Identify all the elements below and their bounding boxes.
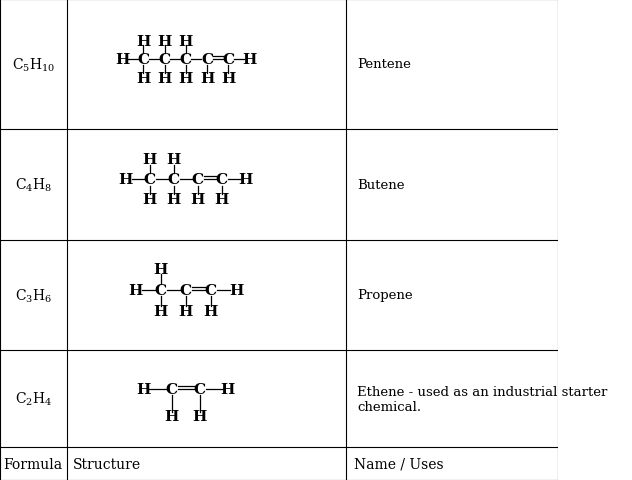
Text: H: H bbox=[204, 304, 218, 319]
Text: H: H bbox=[157, 72, 172, 85]
Text: C: C bbox=[201, 53, 213, 67]
Text: H: H bbox=[128, 283, 143, 298]
Text: Formula: Formula bbox=[3, 456, 62, 471]
Text: H: H bbox=[137, 382, 151, 396]
Text: Butene: Butene bbox=[357, 178, 404, 192]
Text: H: H bbox=[215, 193, 229, 207]
Text: C: C bbox=[137, 53, 149, 67]
Text: H: H bbox=[165, 409, 179, 423]
Text: Propene: Propene bbox=[357, 288, 413, 302]
Text: H: H bbox=[191, 193, 205, 207]
Text: C: C bbox=[205, 283, 217, 298]
Text: H: H bbox=[137, 72, 150, 85]
Text: H: H bbox=[143, 153, 157, 167]
Text: C: C bbox=[155, 283, 167, 298]
Text: H: H bbox=[137, 35, 150, 48]
Text: C: C bbox=[159, 53, 171, 67]
Text: H: H bbox=[115, 53, 130, 67]
Text: C: C bbox=[216, 173, 228, 187]
Text: $\mathregular{C_2H_4}$: $\mathregular{C_2H_4}$ bbox=[15, 390, 52, 408]
Text: H: H bbox=[239, 173, 253, 187]
Text: H: H bbox=[200, 72, 214, 85]
Text: H: H bbox=[221, 72, 235, 85]
Text: C: C bbox=[143, 173, 156, 187]
Text: H: H bbox=[179, 72, 193, 85]
Text: H: H bbox=[179, 35, 193, 48]
Text: H: H bbox=[229, 283, 243, 298]
Text: H: H bbox=[154, 304, 168, 319]
Text: C: C bbox=[179, 53, 192, 67]
Text: $\mathregular{C_4H_8}$: $\mathregular{C_4H_8}$ bbox=[15, 176, 52, 193]
Text: H: H bbox=[143, 193, 157, 207]
Text: Ethene - used as an industrial starter
chemical.: Ethene - used as an industrial starter c… bbox=[357, 385, 607, 413]
Text: H: H bbox=[242, 53, 257, 67]
Text: C: C bbox=[167, 173, 180, 187]
Text: H: H bbox=[221, 382, 235, 396]
Text: $\mathregular{C_5H_{10}}$: $\mathregular{C_5H_{10}}$ bbox=[12, 56, 55, 73]
Text: C: C bbox=[193, 382, 206, 396]
Text: H: H bbox=[157, 35, 172, 48]
Text: H: H bbox=[167, 193, 181, 207]
Text: Pentene: Pentene bbox=[357, 58, 411, 72]
Text: C: C bbox=[179, 283, 192, 298]
Text: H: H bbox=[193, 409, 207, 423]
Text: H: H bbox=[167, 153, 181, 167]
Text: H: H bbox=[179, 304, 193, 319]
Text: C: C bbox=[166, 382, 178, 396]
Text: H: H bbox=[154, 262, 168, 276]
Text: H: H bbox=[119, 173, 133, 187]
Text: Structure: Structure bbox=[73, 456, 141, 471]
Text: Name / Uses: Name / Uses bbox=[355, 456, 444, 471]
Text: $\mathregular{C_3H_6}$: $\mathregular{C_3H_6}$ bbox=[15, 287, 52, 304]
Text: C: C bbox=[191, 173, 204, 187]
Text: C: C bbox=[222, 53, 234, 67]
